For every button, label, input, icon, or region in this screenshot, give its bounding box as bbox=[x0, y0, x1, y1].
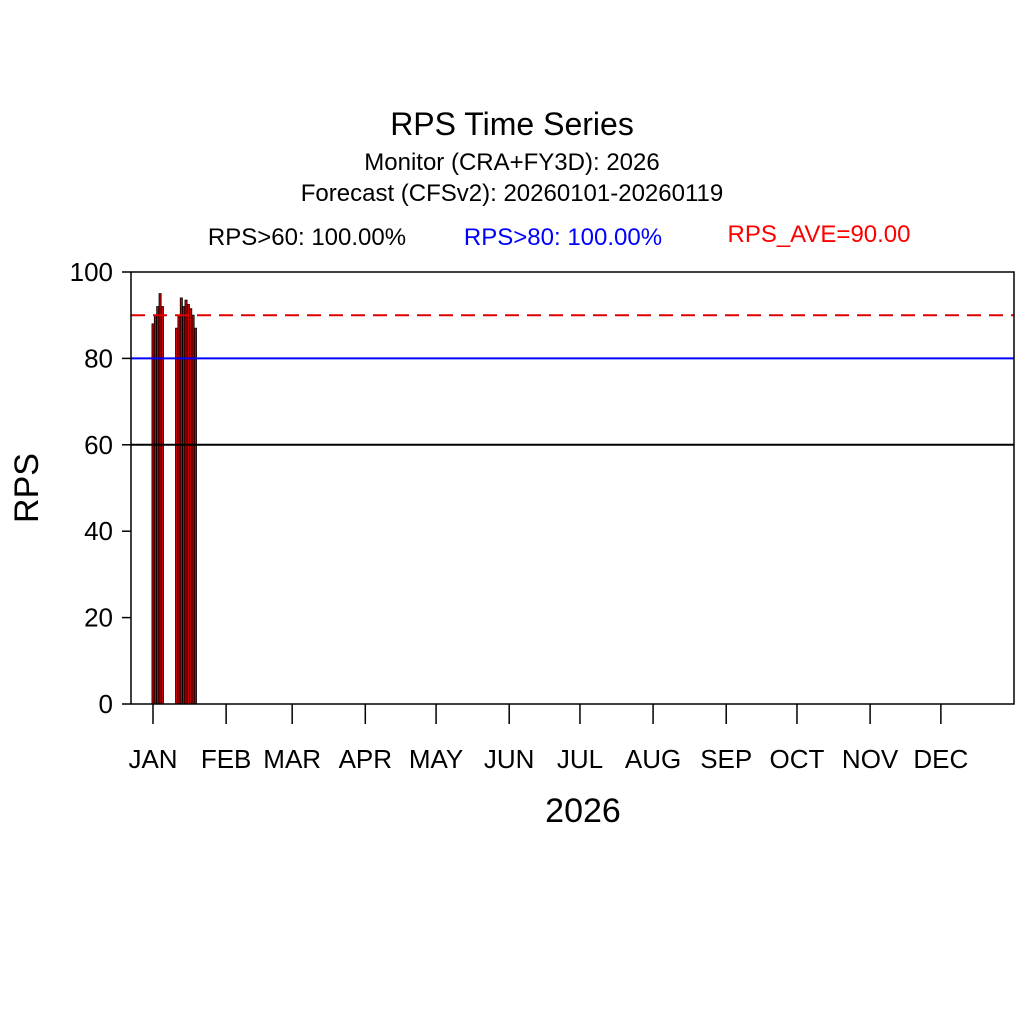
bar-2026-01-04 bbox=[158, 293, 162, 705]
y-tick-label-0: 0 bbox=[99, 689, 113, 719]
chart-title: RPS Time Series bbox=[390, 106, 634, 142]
bar-2026-01-03 bbox=[156, 306, 160, 705]
x-tick-label-sep: SEP bbox=[700, 744, 752, 774]
bar-2026-01-17 bbox=[189, 308, 193, 705]
reference-lines bbox=[131, 314, 1014, 446]
x-tick-label-dec: DEC bbox=[913, 744, 968, 774]
bar-2026-01-19 bbox=[193, 327, 197, 705]
plot-frame bbox=[130, 271, 1015, 705]
bar-2026-01-16 bbox=[186, 303, 190, 705]
y-tick-label-20: 20 bbox=[84, 603, 113, 633]
y-tick-label-100: 100 bbox=[70, 257, 113, 287]
x-axis-label: 2026 bbox=[545, 792, 621, 830]
x-tick-label-may: MAY bbox=[409, 744, 463, 774]
x-tick-label-jul: JUL bbox=[557, 744, 603, 774]
y-axis-ticks: 0 20 40 60 80 100 bbox=[70, 257, 131, 719]
stat-rps-over-60: RPS>60: 100.00% bbox=[208, 224, 406, 251]
bar-2026-01-14 bbox=[182, 306, 186, 705]
chart-subtitle-forecast: Forecast (CFSv2): 20260101-20260119 bbox=[301, 180, 723, 207]
y-tick-label-40: 40 bbox=[84, 516, 113, 546]
x-tick-label-apr: APR bbox=[339, 744, 392, 774]
bar-2026-01-18 bbox=[191, 314, 195, 705]
x-tick-label-mar: MAR bbox=[263, 744, 321, 774]
bar-2026-01-12 bbox=[177, 314, 181, 705]
y-tick-label-80: 80 bbox=[84, 343, 113, 373]
chart-subtitle-monitor: Monitor (CRA+FY3D): 2026 bbox=[364, 149, 659, 176]
bar-2026-01-15 bbox=[184, 299, 188, 705]
bar-2026-01-11 bbox=[175, 327, 179, 705]
x-axis-ticks: JAN FEB MAR APR MAY JUN JUL AUG SEP OCT NOV DEC bbox=[128, 704, 968, 774]
stat-rps-average: RPS_AVE=90.00 bbox=[727, 221, 910, 248]
x-tick-label-nov: NOV bbox=[842, 744, 899, 774]
bar-2026-01-01 bbox=[151, 323, 155, 705]
x-tick-label-feb: FEB bbox=[201, 744, 252, 774]
bar-2026-01-02 bbox=[153, 314, 157, 705]
bar-2026-01-05 bbox=[160, 306, 164, 705]
y-tick-label-60: 60 bbox=[84, 430, 113, 460]
y-axis-label: RPS bbox=[8, 453, 46, 523]
x-tick-label-jan: JAN bbox=[128, 744, 177, 774]
x-tick-label-oct: OCT bbox=[770, 744, 825, 774]
stat-rps-over-80: RPS>80: 100.00% bbox=[464, 224, 662, 251]
x-tick-label-jun: JUN bbox=[484, 744, 535, 774]
x-tick-label-aug: AUG bbox=[625, 744, 681, 774]
